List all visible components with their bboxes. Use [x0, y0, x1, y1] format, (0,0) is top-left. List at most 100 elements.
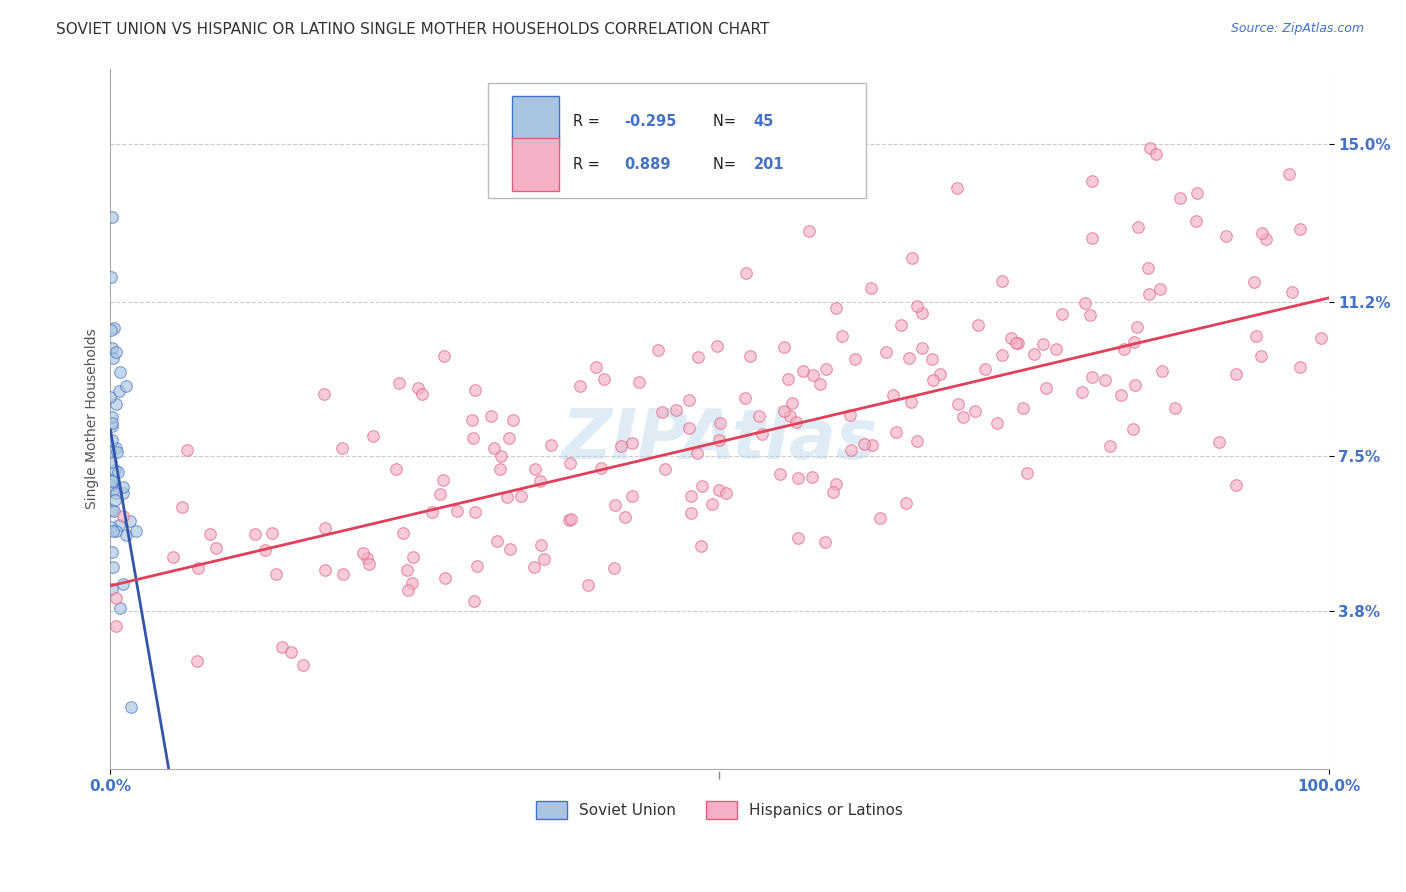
Point: [709, 433, 731, 447]
Point: [869, 510, 891, 524]
Point: [100, 444, 122, 458]
Point: [1126, 219, 1149, 234]
Point: [797, 224, 820, 238]
Point: [432, 473, 454, 487]
Point: [101, 211, 124, 225]
Point: [101, 341, 124, 355]
Point: [280, 645, 302, 659]
Point: [1122, 334, 1144, 349]
Point: [162, 549, 184, 564]
Point: [491, 450, 513, 464]
Point: [118, 514, 141, 528]
Point: [105, 445, 128, 459]
Point: [785, 415, 807, 429]
Point: [1164, 401, 1187, 415]
Point: [465, 559, 488, 574]
Point: [620, 435, 643, 450]
Point: [787, 531, 810, 545]
Point: [751, 427, 773, 442]
Point: [111, 485, 134, 500]
Point: [654, 461, 676, 475]
Point: [901, 251, 924, 265]
Point: [270, 640, 292, 655]
Point: [429, 487, 451, 501]
Point: [1005, 336, 1028, 351]
Point: [614, 509, 637, 524]
Point: [100, 478, 122, 492]
Point: [103, 504, 125, 518]
Point: [1070, 385, 1092, 400]
Point: [974, 362, 997, 376]
Point: [1081, 230, 1104, 244]
Point: [100, 390, 122, 404]
Point: [824, 301, 846, 315]
Point: [628, 376, 651, 390]
Point: [463, 594, 485, 608]
Point: [1185, 186, 1208, 200]
Point: [107, 384, 129, 398]
Point: [461, 431, 484, 445]
Point: [1168, 191, 1191, 205]
Point: [176, 443, 198, 458]
Point: [585, 360, 607, 375]
Point: [1022, 347, 1045, 361]
Point: [769, 467, 792, 481]
Point: [1098, 439, 1121, 453]
Text: Source: ZipAtlas.com: Source: ZipAtlas.com: [1230, 22, 1364, 36]
Point: [945, 181, 967, 195]
Point: [808, 376, 831, 391]
Point: [603, 499, 626, 513]
Point: [896, 496, 918, 510]
Point: [485, 534, 508, 549]
Point: [821, 485, 844, 500]
Point: [905, 434, 928, 449]
Point: [651, 404, 673, 418]
Point: [986, 416, 1008, 430]
Point: [1256, 232, 1278, 246]
Point: [496, 490, 519, 504]
Point: [1007, 335, 1029, 350]
Point: [112, 508, 135, 523]
Point: [929, 368, 952, 382]
Point: [844, 351, 866, 366]
Point: [905, 299, 928, 313]
Point: [593, 371, 616, 385]
Point: [700, 497, 723, 511]
Point: [502, 413, 524, 427]
Point: [540, 437, 562, 451]
Point: [814, 534, 837, 549]
Point: [1139, 141, 1161, 155]
Point: [709, 416, 731, 430]
Point: [779, 409, 801, 424]
Point: [1251, 226, 1274, 240]
Point: [1078, 309, 1101, 323]
Point: [406, 381, 429, 395]
Point: [787, 471, 810, 485]
Point: [882, 388, 904, 402]
Point: [792, 364, 814, 378]
Text: N=: N=: [713, 114, 741, 129]
Point: [100, 323, 122, 337]
Point: [108, 365, 131, 379]
Point: [533, 551, 555, 566]
Point: [100, 416, 122, 430]
Point: [603, 561, 626, 575]
Point: [101, 582, 124, 596]
Point: [576, 577, 599, 591]
Point: [952, 410, 974, 425]
Point: [773, 341, 796, 355]
Point: [990, 274, 1012, 288]
Point: [115, 379, 138, 393]
Text: -0.295: -0.295: [624, 114, 676, 129]
Text: 201: 201: [754, 157, 785, 172]
Point: [103, 320, 125, 334]
Point: [1139, 287, 1161, 301]
Point: [686, 446, 709, 460]
Point: [853, 437, 876, 451]
Point: [104, 345, 127, 359]
Point: [814, 362, 837, 376]
Point: [875, 344, 897, 359]
Point: [569, 378, 592, 392]
Point: [104, 591, 127, 605]
Point: [420, 505, 443, 519]
